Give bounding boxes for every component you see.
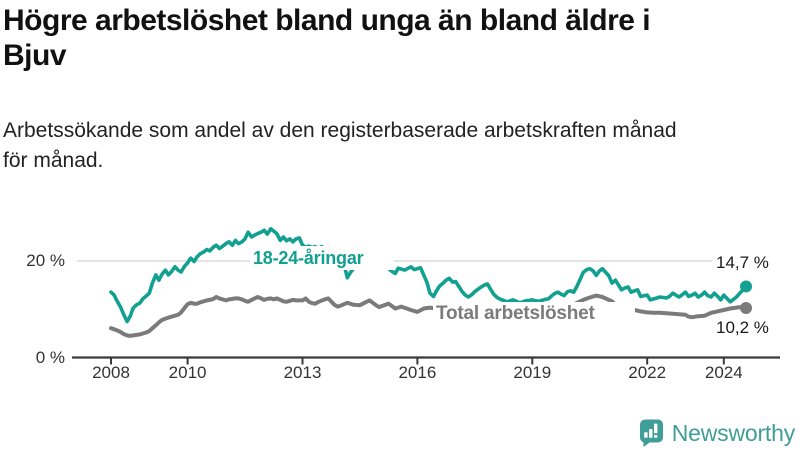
series-line-0 xyxy=(109,227,748,324)
series-label-youth: 18-24-åringar xyxy=(253,248,364,268)
x-tick-label-2010: 2010 xyxy=(168,363,207,382)
series-line-1 xyxy=(109,293,748,338)
page-title: Högre arbetslöshet bland unga än bland ä… xyxy=(3,4,651,72)
end-dot-1 xyxy=(740,302,753,315)
page-subtitle: Arbetssökande som andel av den registerb… xyxy=(3,119,677,173)
newsworthy-brand-text: Newsworthy xyxy=(671,419,795,446)
label-mask-youth xyxy=(250,246,394,270)
x-tick-label-2013: 2013 xyxy=(283,363,322,382)
x-tick-label-2024: 2024 xyxy=(704,363,743,382)
x-tick-label-2008: 2008 xyxy=(92,363,130,382)
x-tick-label-2022: 2022 xyxy=(628,363,667,382)
end-value-label-youth: 14,7 % xyxy=(716,253,769,272)
series-label-total: Total arbetslöshet xyxy=(436,303,595,324)
y-axis-label-0: 0 % xyxy=(35,348,65,367)
newsworthy-brand-link[interactable]: Newsworthy xyxy=(639,419,795,447)
end-dot-0 xyxy=(740,280,753,293)
x-tick-label-2016: 2016 xyxy=(398,363,437,382)
y-axis-label-20: 20 % xyxy=(26,251,65,270)
end-value-label-total: 10,2 % xyxy=(716,318,769,337)
x-tick-label-2019: 2019 xyxy=(513,363,552,382)
newsworthy-logo-icon xyxy=(639,419,663,447)
label-mask-total xyxy=(433,302,635,325)
